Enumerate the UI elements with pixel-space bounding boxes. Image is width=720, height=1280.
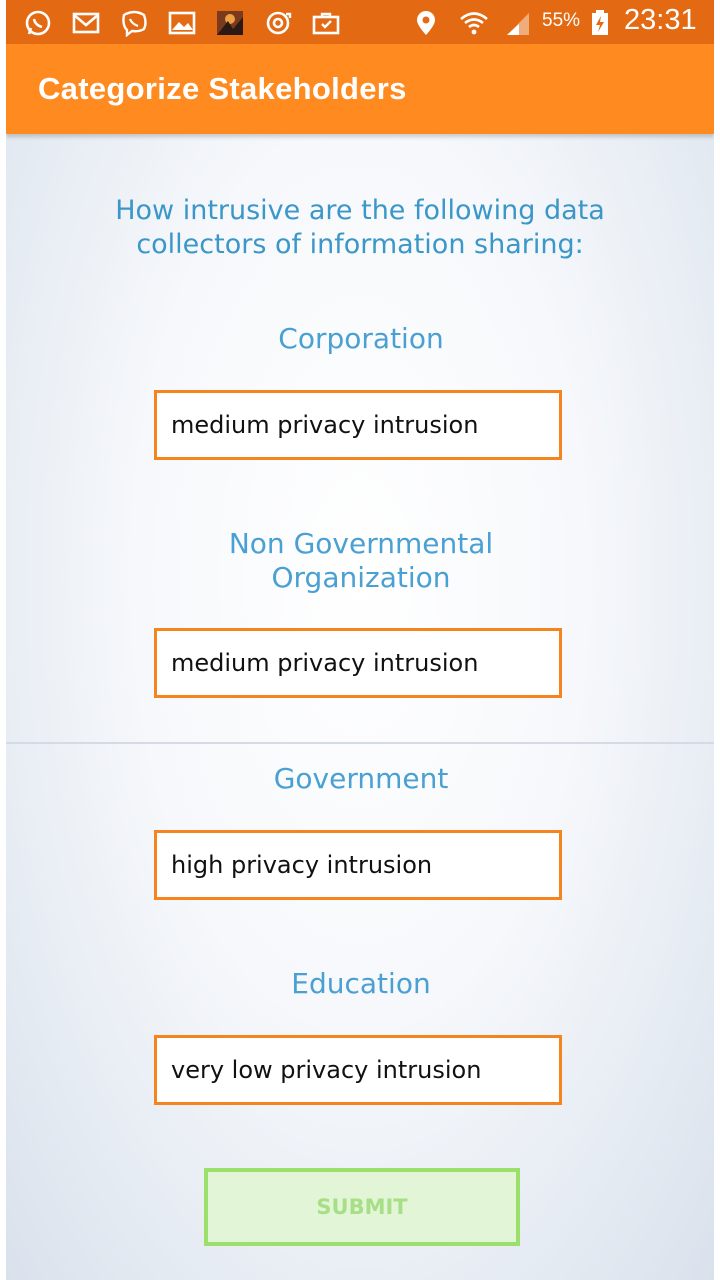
battery-percent: 55% xyxy=(542,10,581,31)
corporation-selected-value: medium privacy intrusion xyxy=(171,411,479,439)
category-label-ngo: Non Governmental Organization xyxy=(228,527,494,594)
government-dropdown[interactable]: high privacy intrusion xyxy=(154,830,562,900)
viber-icon xyxy=(118,8,150,38)
category-label-education: Education xyxy=(291,967,431,1000)
divider xyxy=(6,742,714,744)
corporation-dropdown[interactable]: medium privacy intrusion xyxy=(154,390,562,460)
sync-icon xyxy=(262,8,294,38)
app-thumbnail-icon xyxy=(214,8,246,38)
clock: 23:31 xyxy=(624,4,697,36)
briefcase-icon xyxy=(310,8,342,38)
wifi-icon xyxy=(458,8,490,38)
screen: 55% 23:31 Categorize Stakeholders How in… xyxy=(6,0,714,1280)
ngo-selected-value: medium privacy intrusion xyxy=(171,649,479,677)
page-title: Categorize Stakeholders xyxy=(38,71,407,106)
signal-icon xyxy=(502,8,534,38)
app-bar: Categorize Stakeholders xyxy=(6,44,714,134)
category-label-corporation: Corporation xyxy=(278,322,444,355)
submit-button[interactable]: SUBMIT xyxy=(204,1168,520,1246)
government-selected-value: high privacy intrusion xyxy=(171,851,433,879)
status-bar: 55% 23:31 xyxy=(6,0,714,44)
gallery-icon xyxy=(166,8,198,38)
whatsapp-icon xyxy=(22,8,54,38)
question-text: How intrusive are the following data col… xyxy=(115,195,605,260)
education-selected-value: very low privacy intrusion xyxy=(171,1056,482,1084)
battery-charging-icon xyxy=(588,8,612,38)
category-label-government: Government xyxy=(273,762,449,795)
location-icon xyxy=(410,8,442,38)
education-dropdown[interactable]: very low privacy intrusion xyxy=(154,1035,562,1105)
ngo-dropdown[interactable]: medium privacy intrusion xyxy=(154,628,562,698)
gmail-icon xyxy=(70,8,102,38)
